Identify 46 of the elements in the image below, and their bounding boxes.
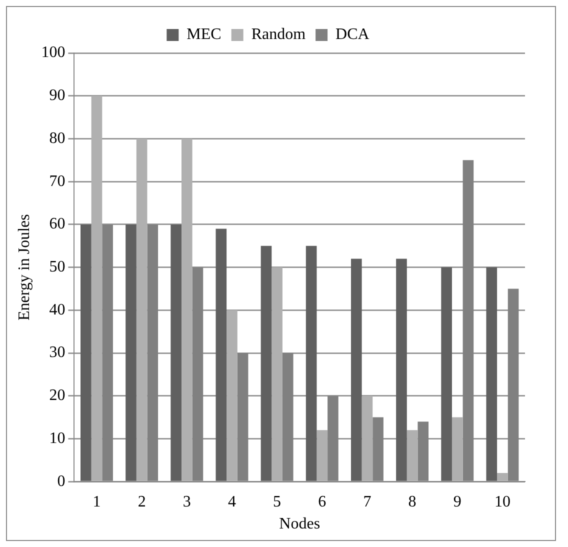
- y-tick-label: 30: [49, 344, 66, 362]
- bar: [441, 267, 452, 481]
- y-tick-label: 10: [49, 430, 66, 447]
- y-tick-label: 80: [49, 130, 66, 147]
- y-tick-label: 60: [49, 216, 66, 233]
- bar: [216, 228, 227, 481]
- bar: [126, 224, 136, 481]
- bar: [181, 138, 192, 481]
- y-tick-label: 0: [57, 472, 66, 490]
- bar: [226, 310, 238, 481]
- x-tick-label: 5: [273, 493, 282, 510]
- bar: [396, 258, 407, 481]
- legend-label: MEC: [186, 26, 222, 44]
- bar: [350, 258, 362, 481]
- bar: [306, 246, 317, 481]
- bar: [316, 430, 328, 481]
- x-tick-label: 7: [363, 493, 372, 510]
- bar: [272, 267, 282, 481]
- y-tick-label: 20: [49, 387, 66, 404]
- x-tick-label: 3: [182, 493, 191, 510]
- bar: [486, 267, 498, 481]
- x-axis-title: Nodes: [279, 516, 320, 533]
- y-tick-label: 90: [49, 87, 66, 104]
- bar: [80, 224, 92, 481]
- bar: [170, 224, 182, 481]
- bar: [136, 138, 148, 481]
- bar: [91, 96, 102, 481]
- y-tick-label: 50: [49, 258, 66, 276]
- y-tick-label: 70: [49, 172, 66, 190]
- x-tick-label: 1: [92, 493, 101, 510]
- x-tick-label: 8: [408, 493, 416, 510]
- y-tick-label: 40: [49, 301, 66, 318]
- bar: [260, 246, 272, 481]
- x-tick-label: 6: [318, 493, 326, 510]
- y-axis-title: Energy in Joules: [16, 214, 33, 320]
- bar: [406, 430, 418, 481]
- x-tick-label: 9: [453, 493, 462, 510]
- bar: [497, 473, 508, 481]
- x-tick-label: 10: [494, 493, 510, 510]
- bar: [452, 417, 463, 481]
- legend-label: DCA: [336, 26, 370, 44]
- y-tick-label: 100: [41, 44, 66, 62]
- x-tick-label: 4: [228, 493, 236, 510]
- x-tick-label: 2: [138, 493, 146, 510]
- legend-label: Random: [251, 26, 306, 44]
- bar: [362, 396, 373, 481]
